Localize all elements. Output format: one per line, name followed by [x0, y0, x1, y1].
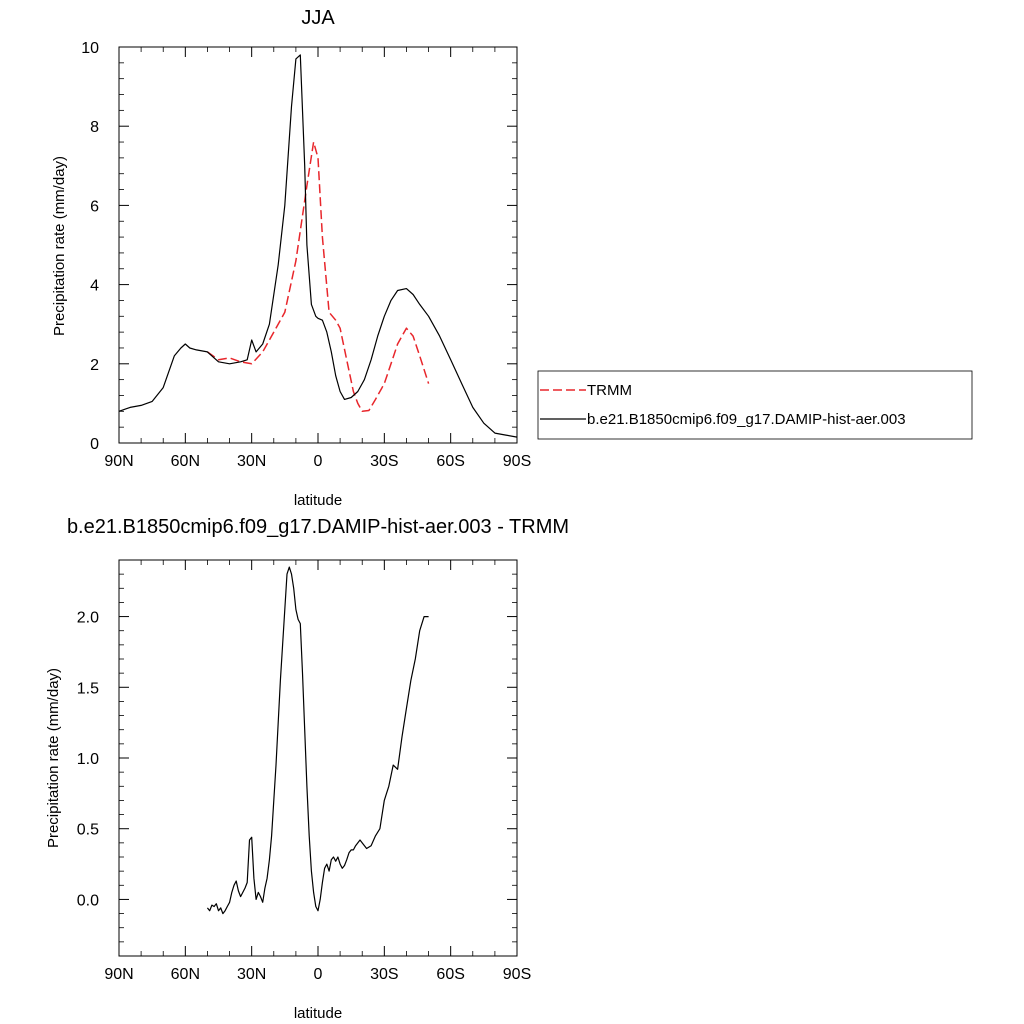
y-tick-label: 10 — [81, 40, 99, 57]
x-tick-label: 0 — [314, 966, 323, 983]
top-x-axis-label: latitude — [294, 492, 342, 509]
y-tick-label: 2.0 — [77, 610, 99, 627]
top-series-lines — [118, 54, 518, 438]
x-tick-label: 60S — [436, 966, 464, 983]
y-tick-label: 0 — [90, 436, 99, 453]
y-tick-label: 6 — [90, 198, 99, 215]
bottom-axis-ticks: 90N 60N 30N 0 30S 60S 90S 0.0 0.5 1.0 1.5 2.0 — [77, 559, 531, 983]
top-axis-ticks: 90N 60N 30N 0 30S 60S 90S 0 2 4 6 8 10 — [81, 40, 531, 470]
x-tick-label: 30N — [237, 453, 266, 470]
y-tick-label: 4 — [90, 278, 99, 295]
x-tick-label: 90S — [503, 453, 531, 470]
legend-entry-trmm: TRMM — [587, 382, 632, 399]
top-y-axis-label: Precipitation rate (mm/day) — [51, 156, 68, 336]
y-tick-label: 1.0 — [77, 751, 99, 768]
legend: TRMM b.e21.B1850cmip6.f09_g17.DAMIP-hist… — [537, 370, 973, 440]
x-tick-label: 60N — [171, 966, 200, 983]
x-tick-label: 30S — [370, 453, 398, 470]
bottom-x-axis-label: latitude — [294, 1005, 342, 1022]
bottom-chart-title: b.e21.B1850cmip6.f09_g17.DAMIP-hist-aer.… — [67, 516, 569, 538]
x-tick-label: 30N — [237, 966, 266, 983]
bottom-panel: b.e21.B1850cmip6.f09_g17.DAMIP-hist-aer.… — [45, 516, 569, 1022]
bottom-series-lines — [206, 566, 429, 915]
legend-entry-model: b.e21.B1850cmip6.f09_g17.DAMIP-hist-aer.… — [587, 411, 906, 428]
x-tick-label: 0 — [314, 453, 323, 470]
x-tick-label: 90S — [503, 966, 531, 983]
y-tick-label: 8 — [90, 119, 99, 136]
legend-box — [537, 370, 973, 440]
top-chart-title: JJA — [301, 7, 335, 29]
x-tick-label: 90N — [104, 966, 133, 983]
bottom-plot-frame — [118, 559, 518, 957]
top-panel: JJA Precipitation rate (mm/day) latitude… — [51, 7, 531, 509]
series-line-difference — [206, 566, 429, 915]
x-tick-label: 60S — [436, 453, 464, 470]
x-tick-label: 30S — [370, 966, 398, 983]
y-tick-label: 1.5 — [77, 680, 99, 697]
y-tick-label: 2 — [90, 357, 99, 374]
y-tick-label: 0.0 — [77, 892, 99, 909]
x-tick-label: 90N — [104, 453, 133, 470]
y-tick-label: 0.5 — [77, 822, 99, 839]
x-tick-label: 60N — [171, 453, 200, 470]
bottom-y-axis-label: Precipitation rate (mm/day) — [45, 668, 62, 848]
series-line-model — [118, 54, 518, 438]
series-line-trmm — [206, 141, 430, 413]
top-plot-frame — [118, 46, 518, 444]
